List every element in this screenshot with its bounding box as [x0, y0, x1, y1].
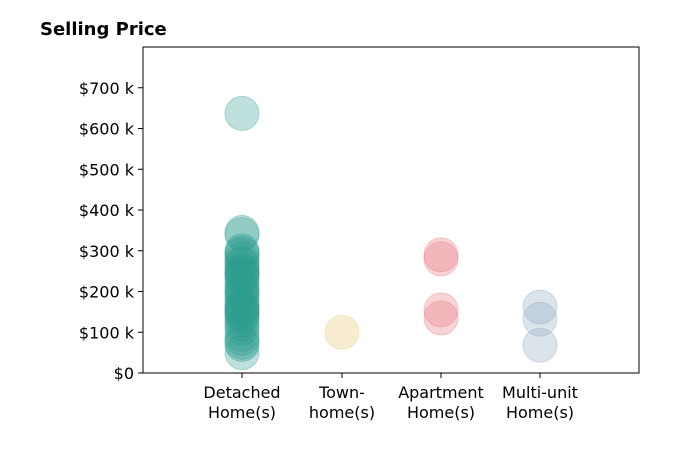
- data-point: [224, 306, 260, 342]
- x-axis: DetachedHome(s)Town-home(s)ApartmentHome…: [203, 373, 578, 422]
- data-point: [224, 274, 260, 309]
- y-tick-label: $500 k: [79, 160, 135, 179]
- data-point: [423, 241, 459, 277]
- x-tick-label: Detached: [203, 383, 280, 402]
- x-tick-label: Home(s): [407, 403, 475, 422]
- data-point: [224, 245, 260, 281]
- y-tick-label: $300 k: [79, 242, 135, 261]
- data-point: [224, 263, 260, 299]
- data-point: [224, 335, 260, 371]
- data-point: [224, 316, 260, 352]
- data-point: [224, 259, 260, 295]
- data-point: [224, 296, 260, 332]
- data-point: [224, 253, 260, 289]
- data-point: [324, 314, 360, 350]
- data-point: [224, 233, 260, 269]
- data-point: [224, 280, 260, 316]
- x-tick-label: Home(s): [208, 403, 276, 422]
- data-point: [224, 257, 260, 293]
- data-point: [522, 301, 558, 337]
- data-point: [224, 237, 260, 273]
- data-point: [224, 216, 260, 252]
- data-point: [224, 271, 260, 307]
- data-point: [224, 247, 260, 283]
- data-point: [224, 267, 260, 303]
- y-tick-label: $200 k: [79, 283, 135, 302]
- y-tick-label: $600 k: [79, 120, 135, 139]
- y-tick-label: $0: [114, 364, 134, 383]
- data-point: [224, 292, 260, 328]
- data-point: [224, 294, 260, 330]
- data-points: [224, 95, 558, 371]
- data-point: [224, 326, 260, 362]
- data-point: [423, 237, 459, 273]
- data-point: [224, 95, 260, 131]
- data-point: [224, 324, 260, 360]
- x-tick-label: Apartment: [398, 383, 484, 402]
- data-point: [224, 298, 260, 334]
- data-point: [224, 241, 260, 277]
- x-tick-label: home(s): [309, 403, 375, 422]
- data-point: [224, 251, 260, 287]
- y-tick-label: $400 k: [79, 201, 135, 220]
- x-tick-label: Home(s): [506, 403, 574, 422]
- data-point: [224, 255, 260, 291]
- data-point: [224, 288, 260, 324]
- data-point: [522, 289, 558, 325]
- data-point: [224, 320, 260, 356]
- data-point: [224, 214, 260, 250]
- data-point: [224, 302, 260, 338]
- y-tick-label: $700 k: [79, 79, 135, 98]
- data-point: [224, 276, 260, 312]
- data-point: [423, 300, 459, 336]
- x-tick-label: Town-: [318, 383, 365, 402]
- y-axis: $0 $100 k $200 k $300 k $400 k $500 k $600 k $7…: [79, 79, 143, 383]
- data-point: [224, 235, 260, 271]
- x-tick-label: Multi-unit: [502, 383, 578, 402]
- data-point: [224, 290, 260, 326]
- data-point: [224, 310, 260, 346]
- plot-frame: [142, 46, 640, 374]
- data-point: [224, 284, 260, 320]
- chart-title: Selling Price: [40, 19, 167, 40]
- y-tick-label: $100 k: [79, 323, 135, 342]
- data-point: [522, 327, 558, 363]
- data-point: [423, 292, 459, 328]
